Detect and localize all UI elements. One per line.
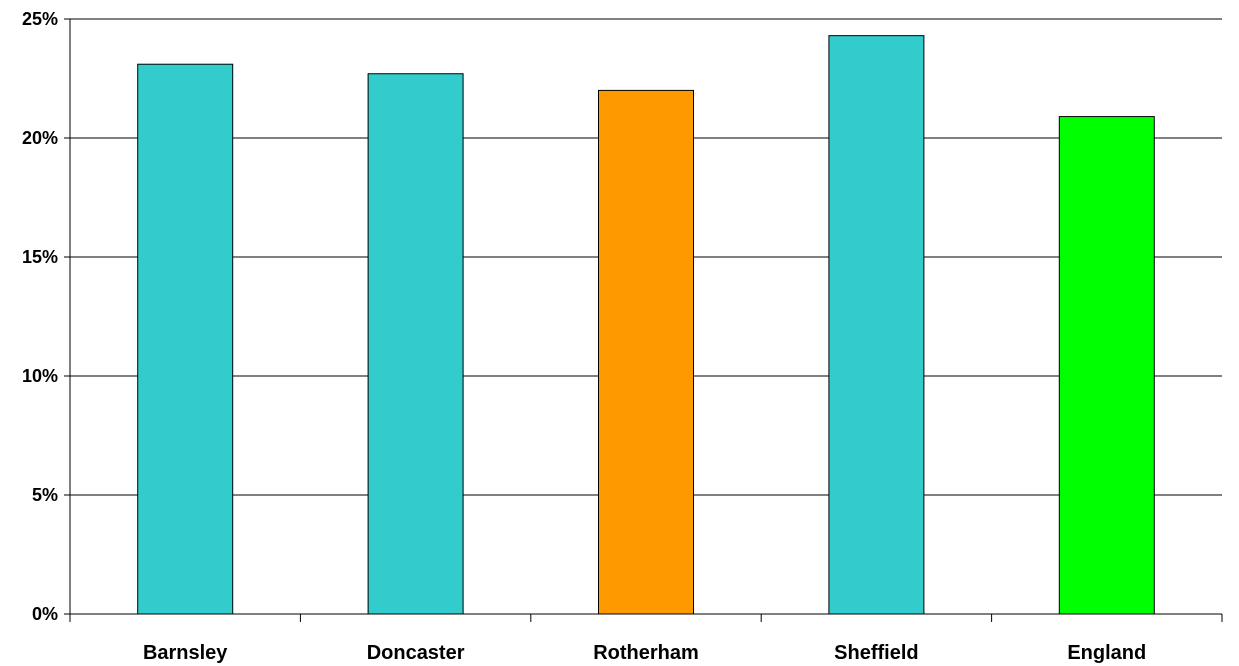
x-category-label: Rotherham <box>593 642 699 664</box>
y-tick-label: 10% <box>22 366 58 386</box>
y-tick-label: 20% <box>22 128 58 148</box>
y-tick-label: 5% <box>32 485 58 505</box>
y-tick-label: 0% <box>32 604 58 624</box>
x-category-labels: Barnsley Doncaster Rotherham Sheffield Engla… <box>143 642 1146 664</box>
bar-rotherham <box>598 89 694 615</box>
bars <box>137 35 1155 615</box>
bar-barnsley <box>137 63 234 615</box>
x-category-label: Sheffield <box>834 642 918 664</box>
y-tick-label: 15% <box>22 247 58 267</box>
y-tick-label: 25% <box>22 9 58 29</box>
y-tick-labels: 0% 5% 10% 15% 20% 25% <box>22 9 58 624</box>
x-category-label: Doncaster <box>367 642 465 664</box>
x-category-label: England <box>1067 642 1146 664</box>
x-category-label: Barnsley <box>143 642 228 664</box>
axes <box>64 18 1223 622</box>
bar-england <box>1058 116 1155 615</box>
bar-doncaster <box>367 73 464 615</box>
bar-sheffield <box>828 35 925 615</box>
